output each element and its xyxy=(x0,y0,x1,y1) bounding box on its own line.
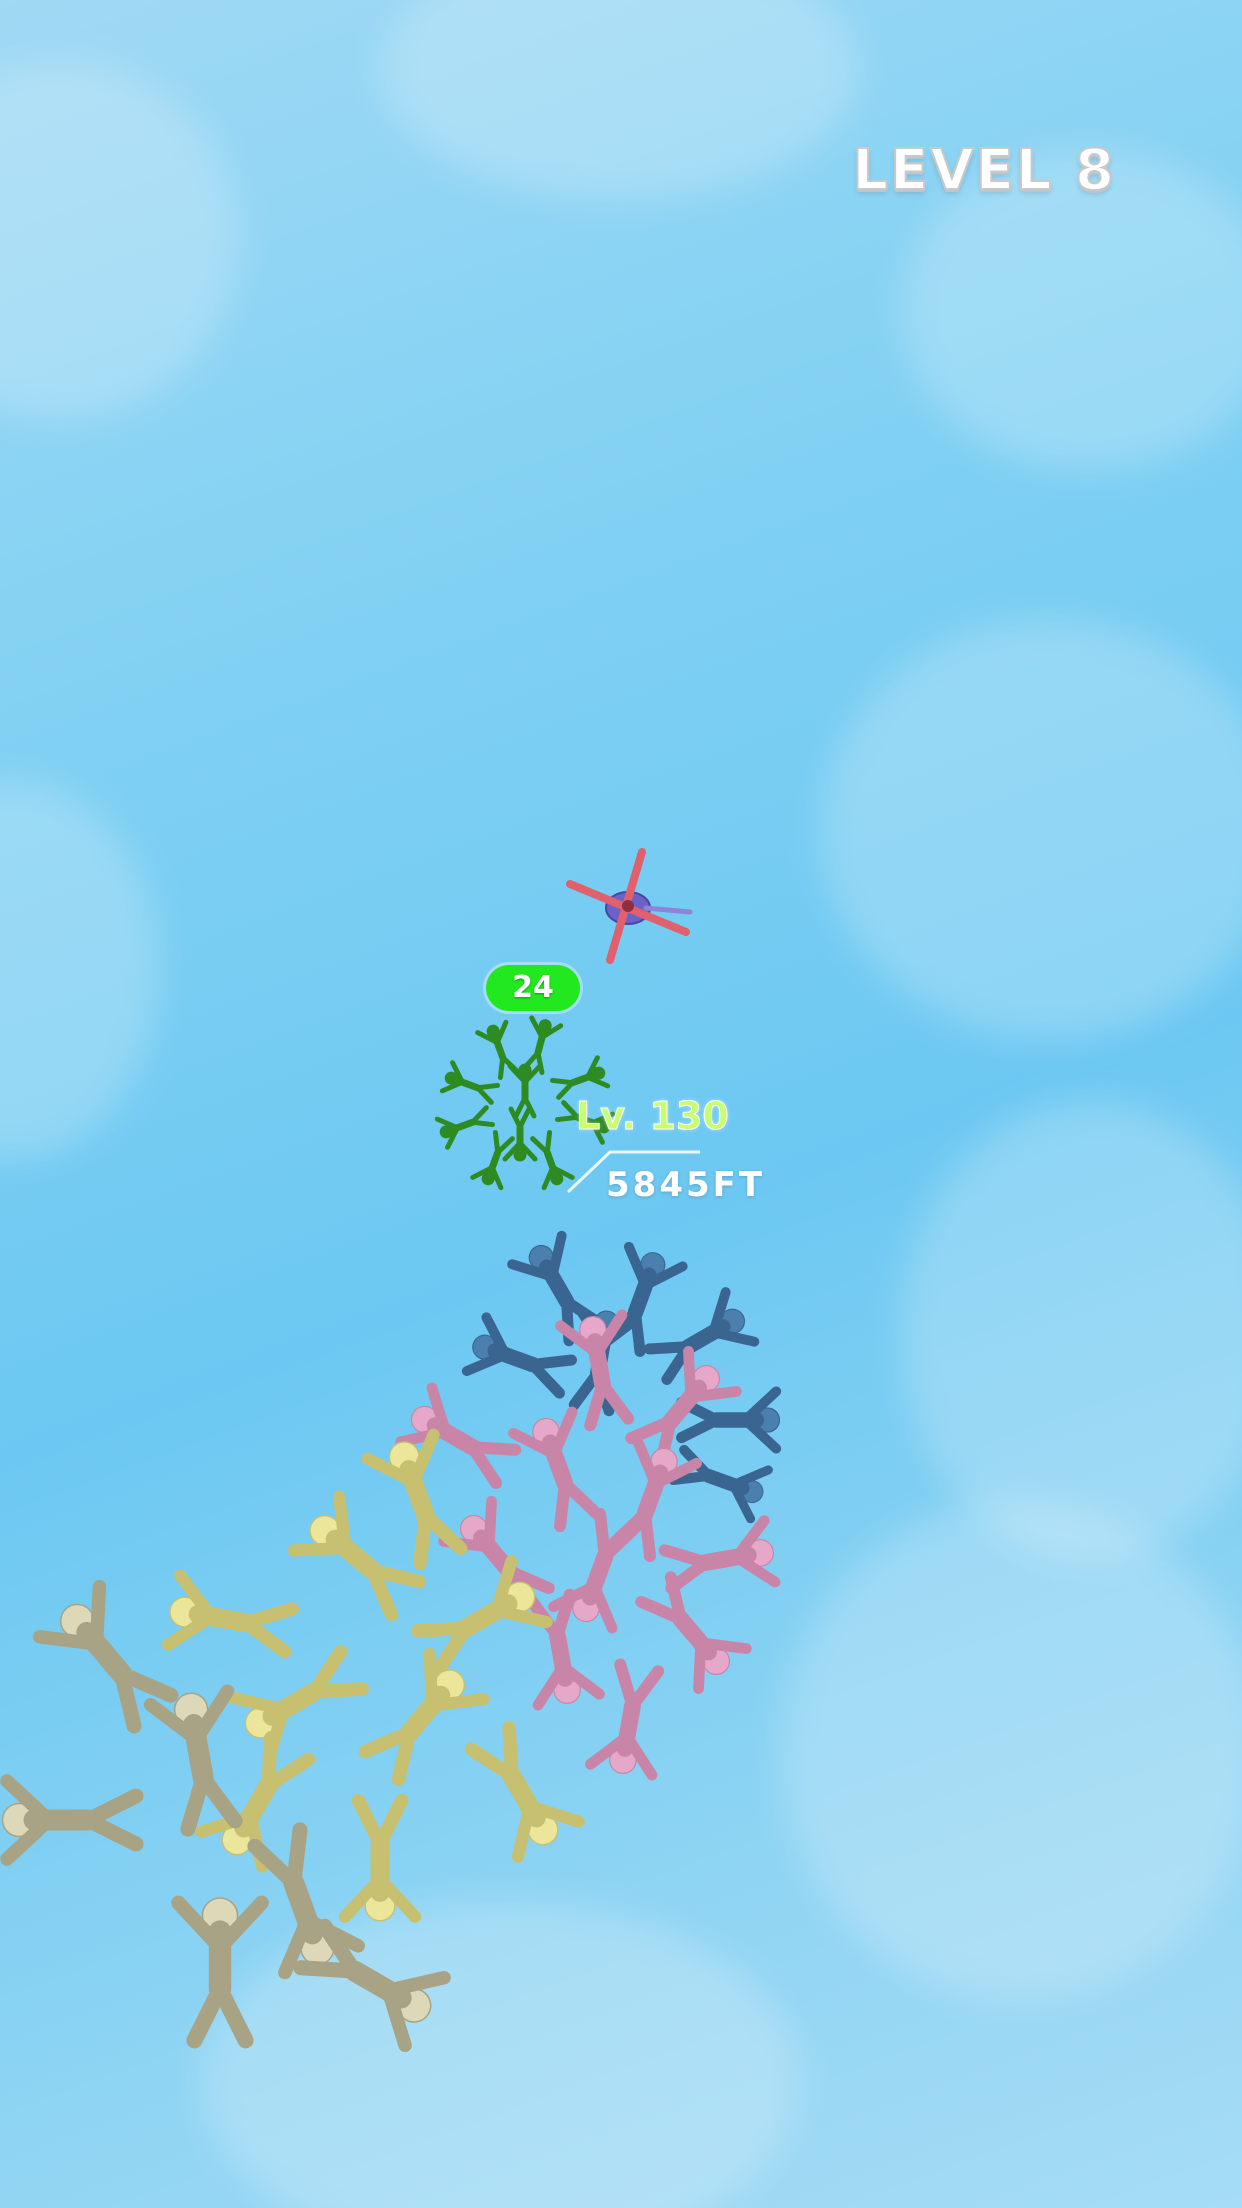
helicopter-icon xyxy=(566,848,693,964)
cloud xyxy=(380,0,860,200)
crowd-blue xyxy=(464,1233,780,1520)
level-indicator: LEVEL 8 xyxy=(851,137,1116,204)
player-level-tag: Lv. 130 xyxy=(576,1094,730,1139)
crowd-beige xyxy=(3,1583,448,2047)
altitude-readout: 5845FT xyxy=(606,1165,766,1205)
crowd-count-badge: 24 xyxy=(486,965,580,1011)
cloud xyxy=(900,1100,1242,1560)
cloud xyxy=(820,620,1242,1040)
altitude-pointer xyxy=(566,1150,700,1194)
crowd-yellow xyxy=(164,1431,581,1921)
cloud xyxy=(780,1500,1242,2000)
cloud xyxy=(900,150,1242,470)
